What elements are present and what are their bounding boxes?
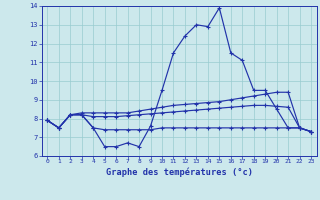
X-axis label: Graphe des températures (°c): Graphe des températures (°c) [106, 167, 253, 177]
